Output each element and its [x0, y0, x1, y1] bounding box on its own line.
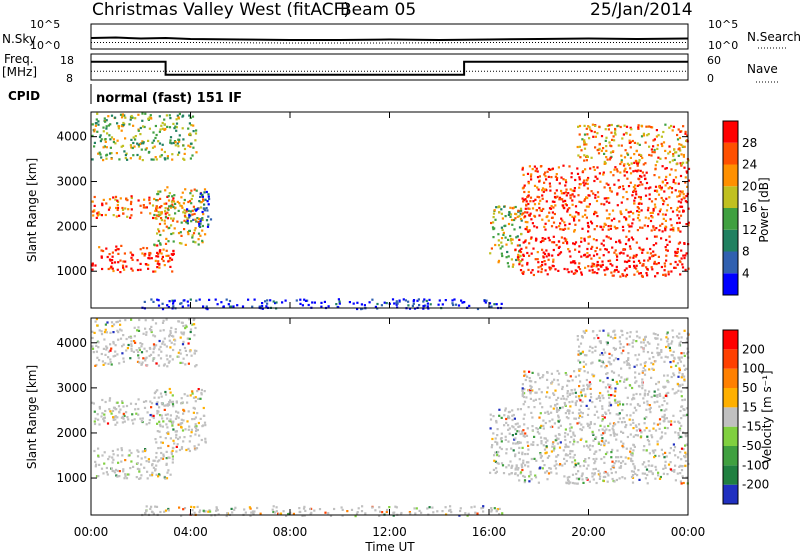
freq-series-0: [91, 60, 688, 76]
range-tick-label: 4000: [56, 336, 87, 350]
colorbar-segment: [723, 229, 738, 252]
heatmap-region-7: [521, 369, 689, 440]
colorbar-tick-label: 28: [742, 136, 757, 150]
freq-tick-top: 18: [60, 54, 74, 67]
heatmap-region-8: [521, 163, 691, 233]
nsky-series-1: [91, 42, 688, 44]
plot-title: Christmas Valley West (fitACF): [92, 0, 350, 20]
time-tick-label: 16:00: [472, 525, 507, 539]
colorbar-segment: [723, 142, 738, 165]
colorbar-segment: [723, 208, 738, 230]
nsearch-label: N.Search: [747, 30, 800, 44]
heatmap-region-0: [93, 446, 175, 480]
freq-tick-bottom: 8: [66, 72, 73, 85]
heatmap-region-5: [141, 298, 503, 311]
range-tick-label: 1000: [56, 264, 87, 278]
nave-tick-top: 60: [707, 54, 721, 67]
nsky-series-0: [90, 36, 689, 42]
velocity-panel: 1000 2000 3000 4000 Slant Range [km] 200 100…: [25, 112, 774, 554]
time-axis-label: Time UT: [364, 540, 415, 554]
velocity-colorbar-label: Velocity [m s⁻¹]: [760, 370, 774, 463]
power-colorbar-label: Power [dB]: [757, 177, 771, 242]
colorbar-tick-label: -15: [742, 420, 762, 434]
freq-unit-label: [MHz]: [2, 65, 37, 79]
heatmap-region-7: [514, 235, 690, 278]
range-tick-label: 4000: [56, 130, 87, 144]
velocity-ylabel: Slant Range [km]: [25, 365, 39, 469]
heatmap-region-8: [576, 329, 690, 372]
freq-label: Freq.: [4, 52, 34, 66]
heatmap-region-4: [186, 190, 213, 228]
heatmap-region-0: [91, 244, 175, 274]
colorbar-segment: [723, 273, 738, 295]
colorbar-segment: [723, 407, 738, 427]
cpid-value: normal (fast) 151 IF: [96, 91, 242, 106]
heatmap-region-6: [489, 205, 524, 268]
colorbar-segment: [723, 164, 738, 187]
colorbar-segment: [723, 368, 738, 388]
colorbar-segment: [723, 330, 738, 350]
colorbar-tick-label: 12: [742, 223, 757, 237]
colorbar-tick-label: 20: [742, 179, 757, 193]
heatmap-region-1: [91, 195, 176, 220]
date-label: 25/Jan/2014: [590, 0, 693, 20]
time-tick-label: 00:00: [74, 525, 109, 539]
colorbar-segment: [723, 186, 738, 208]
colorbar-tick-label: 16: [742, 201, 757, 215]
beam-label: Beam 05: [340, 0, 416, 20]
cpid-label: CPID: [8, 89, 40, 103]
colorbar-tick-label: 4: [742, 266, 750, 280]
power-panel: 1000 2000 3000 4000 Slant Range [km] 28 24 20…: [25, 111, 771, 311]
range-tick-label: 2000: [56, 219, 87, 233]
colorbar-tick-label: 200: [742, 342, 765, 356]
colorbar-tick-label: 8: [742, 245, 750, 259]
nsearch-tick-bottom: 10^0: [708, 39, 738, 52]
colorbar-segment: [723, 251, 738, 274]
colorbar-segment: [723, 426, 738, 446]
range-tick-label: 2000: [56, 426, 87, 440]
colorbar-segment: [723, 465, 738, 485]
colorbar-tick-label: 100: [742, 362, 765, 376]
colorbar-tick-label: -100: [742, 458, 769, 472]
range-tick-label: 3000: [56, 381, 87, 395]
colorbar-tick-label: 15: [742, 400, 757, 414]
heatmap-region-6: [514, 437, 690, 485]
nsearch-tick-top: 10^5: [708, 18, 738, 31]
nsky-panel: N.Sky 10^5 10^0 10^5 10^0 N.Search: [2, 18, 800, 52]
colorbar-segment: [723, 446, 738, 466]
time-tick-label: 08:00: [273, 525, 308, 539]
time-tick-label: 00:00: [671, 525, 706, 539]
heatmap-region-2: [153, 186, 207, 247]
nsky-tick-bottom: 10^0: [30, 39, 60, 52]
time-tick-label: 04:00: [173, 525, 208, 539]
nave-tick-bottom: 0: [707, 72, 714, 85]
heatmap-region-9: [576, 123, 690, 166]
colorbar-tick-label: -50: [742, 439, 762, 453]
range-tick-label: 3000: [56, 175, 87, 189]
heatmap-region-5: [489, 407, 524, 476]
colorbar-tick-label: -200: [742, 478, 769, 492]
colorbar-segment: [723, 121, 738, 143]
heatmap-region-3: [91, 318, 198, 368]
colorbar-tick-label: 24: [742, 158, 757, 172]
heatmap-region-3: [91, 112, 198, 162]
colorbar-tick-label: 50: [742, 381, 757, 395]
colorbar-segment: [723, 349, 738, 369]
freq-panel: Freq. [MHz] 18 8 60 0 Nave: [2, 52, 780, 85]
range-tick-label: 1000: [56, 471, 87, 485]
heatmap-region-2: [153, 387, 207, 453]
nsky-label: N.Sky: [2, 32, 36, 46]
time-tick-label: 12:00: [372, 525, 407, 539]
time-tick-label: 20:00: [571, 525, 606, 539]
power-ylabel: Slant Range [km]: [25, 158, 39, 262]
colorbar-segment: [723, 484, 738, 504]
colorbar-segment: [723, 388, 738, 408]
heatmap-region-1: [91, 397, 175, 426]
nsky-tick-top: 10^5: [30, 18, 60, 31]
nave-label: Nave: [747, 62, 778, 76]
